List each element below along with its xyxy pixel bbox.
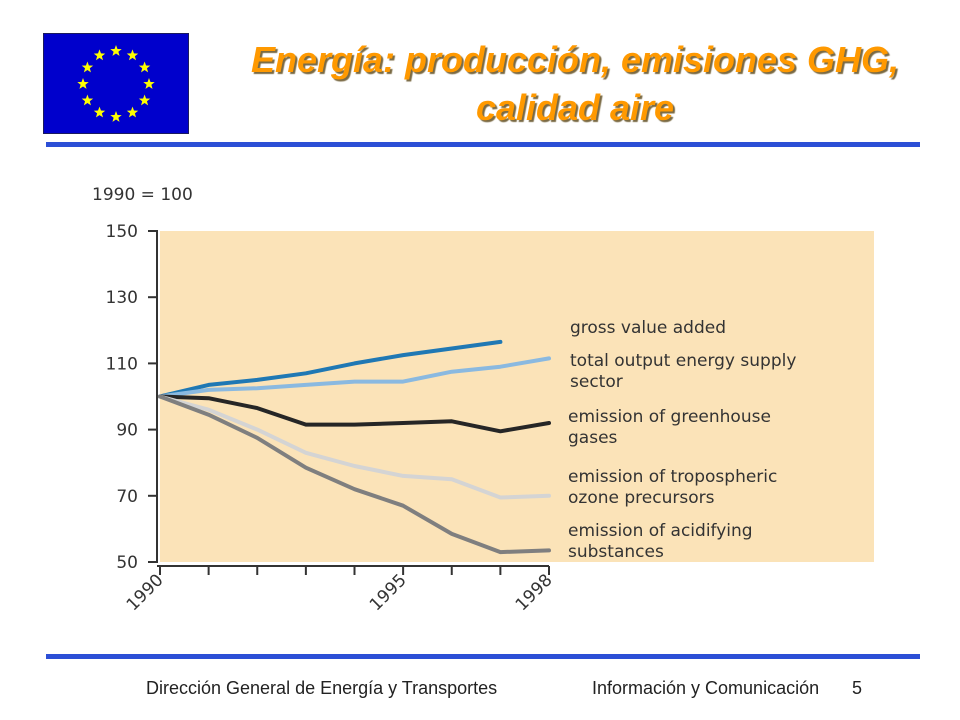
star-icon — [126, 106, 139, 118]
star-icon — [138, 94, 151, 106]
star-icon — [143, 78, 155, 89]
x-tick-label: 1998 — [512, 570, 557, 615]
star-icon — [110, 111, 122, 122]
y-tick-label: 130 — [106, 288, 138, 308]
series-line-4 — [158, 394, 551, 500]
page-number: 5 — [852, 678, 863, 698]
star-icon — [81, 94, 94, 106]
eu-stars — [77, 45, 155, 122]
legend-label-3: emission of greenhouse — [568, 407, 771, 427]
star-icon — [93, 106, 106, 118]
y-axis-label: 1990 = 100 — [92, 185, 193, 205]
plot-area — [160, 231, 874, 562]
legend-label-2: sector — [570, 372, 623, 392]
y-tick-label: 90 — [116, 421, 138, 441]
y-tick-label: 110 — [106, 354, 138, 374]
eu-flag-logo — [43, 33, 189, 134]
star-icon — [138, 61, 151, 73]
series-line-5 — [158, 394, 551, 555]
legend-label-5: emission of acidifying — [568, 521, 753, 541]
top-divider — [46, 142, 920, 147]
footer-department: Dirección General de Energía y Transport… — [146, 678, 498, 698]
x-tick-label: 1990 — [123, 570, 168, 615]
star-icon — [77, 78, 89, 89]
legend-label-1: gross value added — [570, 318, 726, 338]
series-line-3 — [158, 394, 551, 434]
slide-title: Energía: producción, emisiones GHG, cali… — [190, 36, 960, 132]
footer-section: Información y Comunicación — [592, 678, 820, 698]
y-tick-label: 150 — [106, 222, 138, 242]
slide-title-line-1: Energía: producción, emisiones GHG, — [250, 39, 900, 80]
star-icon — [93, 49, 106, 61]
series-line-1 — [158, 339, 503, 399]
star-icon — [126, 49, 139, 61]
legend-label-2: total output energy supply — [570, 351, 796, 371]
y-tick-label: 70 — [116, 487, 138, 507]
legend-label-4: ozone precursors — [568, 488, 715, 508]
legend-label-4: emission of tropospheric — [568, 467, 777, 487]
x-tick-label: 1995 — [366, 570, 411, 615]
legend-label-5: substances — [568, 542, 664, 562]
bottom-divider — [46, 654, 920, 659]
series-line-2 — [158, 356, 551, 399]
star-icon — [110, 45, 122, 56]
y-tick-label: 50 — [116, 553, 138, 573]
slide-title-line-2: calidad aire — [475, 87, 675, 128]
star-icon — [81, 61, 94, 73]
legend-label-3: gases — [568, 428, 618, 448]
